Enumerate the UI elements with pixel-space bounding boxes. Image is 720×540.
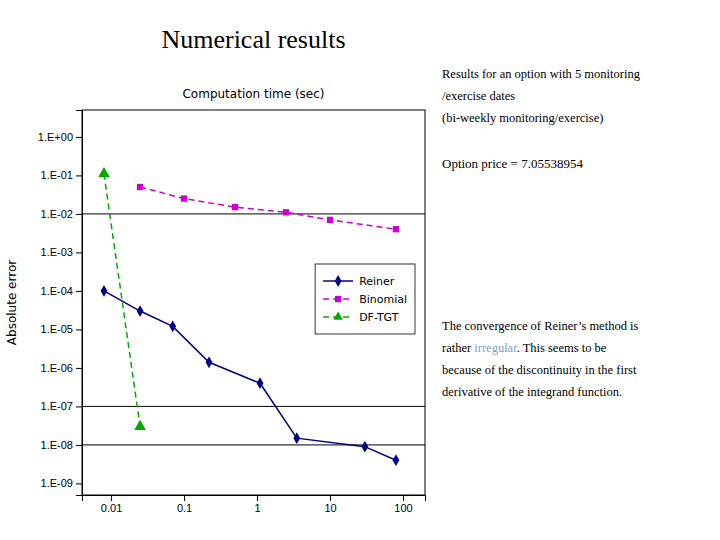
tick-label: 1.E-02 [41, 208, 73, 220]
tick-mark [76, 137, 82, 138]
tick-label: 1.E-06 [41, 362, 73, 374]
tick-label: 10 [324, 502, 336, 514]
marker [232, 204, 238, 210]
plot-frame [82, 110, 425, 495]
tick: 1.E-01 [41, 169, 82, 181]
tick-label: 1.E-08 [41, 439, 73, 451]
tick-mark [76, 214, 82, 215]
marker [98, 167, 110, 177]
marker [137, 184, 143, 190]
legend-label: Reiner [359, 275, 395, 288]
plot-area [82, 167, 425, 466]
marker [327, 217, 333, 223]
tick: 1.E-05 [41, 323, 82, 335]
marker [361, 441, 368, 453]
tick-label: 1 [254, 502, 260, 514]
tick: 1.E+00 [38, 131, 82, 143]
tick-mark [76, 329, 82, 330]
annotation-segment: . This seems to be [517, 341, 607, 355]
tick: 10 [324, 495, 336, 514]
reference-line [82, 444, 425, 445]
tick: 0.1 [177, 495, 192, 514]
annotation: Option price = 7.05538954 [442, 156, 583, 171]
tick-mark [330, 495, 331, 501]
marker [393, 226, 399, 232]
marker [101, 285, 108, 297]
tick: 100 [394, 495, 412, 514]
marker [134, 420, 146, 430]
marker [283, 209, 289, 215]
legend-marker [335, 296, 341, 302]
x-axis-title: Computation time (sec) [182, 87, 324, 101]
chart: 0.010.11101001.E+001.E-011.E-021.E-031.E… [0, 0, 720, 540]
annotation: (bi-weekly monitoring/exercise) [442, 111, 603, 125]
annotation: /exercise dates [442, 89, 515, 103]
tick-mark [76, 252, 82, 253]
annotation: Results for an option with 5 monitoring [442, 67, 641, 81]
tick-label: 1.E-01 [41, 169, 73, 181]
tick: 1.E-04 [41, 285, 82, 297]
tick-label: 0.1 [177, 502, 192, 514]
tick-label: 1.E-03 [41, 246, 73, 258]
tick: 1.E-02 [41, 208, 82, 220]
marker [293, 432, 300, 444]
tick-label: 1.E+00 [38, 131, 73, 143]
tick-mark [111, 495, 112, 501]
tick-mark [184, 495, 185, 501]
annotation: derivative of the integrand function. [442, 385, 622, 399]
tick: 1.E-08 [41, 439, 82, 451]
tick-label: 1.E-04 [41, 285, 73, 297]
reference-line [82, 213, 425, 214]
annotation: The convergence of Reiner’s method is [442, 319, 638, 333]
tick-mark [257, 495, 258, 501]
tick-mark [76, 368, 82, 369]
tick-mark [76, 291, 82, 292]
annotation-segment: irregular [474, 341, 518, 355]
series-line [140, 187, 396, 229]
axis-line [83, 496, 426, 502]
tick-label: 1.E-09 [41, 477, 73, 489]
tick: 1.E-09 [41, 477, 82, 489]
legend-label: Binomial [359, 293, 407, 306]
tick-mark [76, 483, 82, 484]
annotation: rather irregular. This seems to be [442, 341, 607, 355]
tick: 1.E-03 [41, 246, 82, 258]
axis-line [76, 111, 83, 496]
title: Numerical results [161, 25, 345, 54]
tick: 1.E-07 [41, 400, 82, 412]
legend-label: DF-TGT [359, 311, 399, 324]
tick-mark [403, 495, 404, 501]
y-axis: 1.E+00 1.E-01 1.E-02 1.E-03 1.E-04 1.E-05 1.E-… [38, 111, 83, 496]
marker [169, 320, 176, 332]
tick-mark [76, 175, 82, 176]
tick-label: 1.E-05 [41, 323, 73, 335]
marker [393, 454, 400, 466]
tick-label: 0.01 [101, 502, 122, 514]
marker [181, 195, 187, 201]
legend-marker [335, 275, 342, 287]
marker [137, 305, 144, 317]
tick-label: 1.E-07 [41, 400, 73, 412]
tick-mark [76, 445, 82, 446]
x-axis: 0.01 0.1 1 10 100 [83, 495, 426, 514]
marker [206, 356, 213, 368]
legend-marker [333, 311, 343, 319]
legend: Reiner Binomial DF-TGT [315, 264, 415, 334]
reference-line [82, 406, 425, 407]
tick: 1 [254, 495, 260, 514]
series-line [104, 174, 140, 427]
annotation-segment: rather [442, 341, 474, 355]
legend-box [315, 264, 415, 334]
tick-mark [76, 406, 82, 407]
annotation: because of the discontinuity in the firs… [442, 363, 637, 377]
tick-label: 100 [394, 502, 412, 514]
marker [257, 377, 264, 389]
tick: 0.01 [101, 495, 122, 514]
y-axis-title: Absolute error [5, 260, 19, 345]
tick: 1.E-06 [41, 362, 82, 374]
